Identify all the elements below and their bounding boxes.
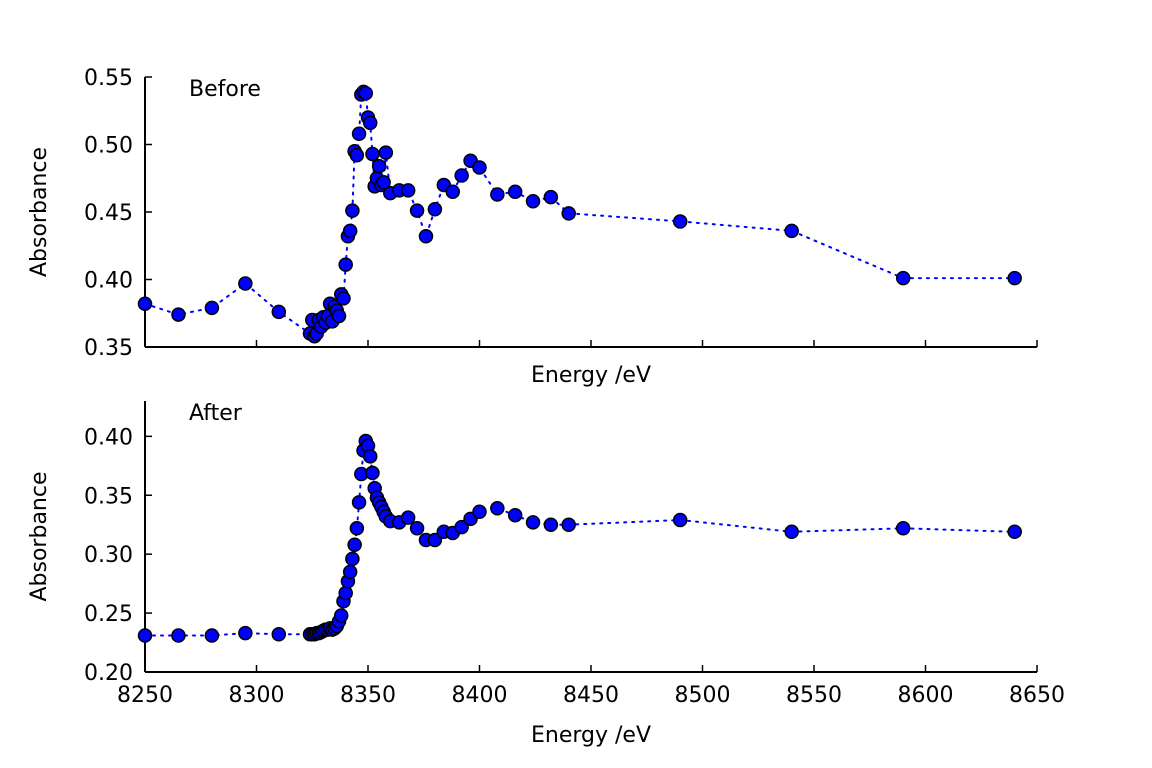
data-point [784,524,799,540]
data-point [490,187,505,202]
data-point [672,512,688,528]
y-tick-label: 0.40 [84,269,133,294]
data-point [358,85,374,101]
panel-after: 8250 8300 8350 8400 8450 8500 8550 8600 8650 0.20… [27,401,1065,748]
panel-label: After [189,401,243,426]
data-point [376,175,391,190]
x-tick-label: 8300 [229,683,285,708]
data-point [362,449,378,464]
y-axis-title: Absorbance [27,147,52,277]
x-tick-label: 8650 [1009,683,1065,708]
y-tick-label: 0.20 [84,661,133,686]
x-tick-label: 8350 [340,683,396,708]
data-point [204,300,220,316]
y-tick-label: 0.45 [84,201,133,226]
data-point [271,304,287,320]
data-point [347,537,362,552]
x-tick-label: 8500 [675,683,731,708]
data-point [171,307,186,322]
data-point [137,296,153,312]
data-point [345,551,360,567]
data-point [472,504,487,520]
data-point [351,126,367,141]
series-line [144,438,1016,637]
y-axis-title: Absorbance [27,471,52,601]
data-point [454,519,469,535]
data-point [454,168,469,183]
x-tick-label: 8250 [117,683,173,708]
data-point [338,257,353,272]
data-point [362,115,378,131]
data-point [378,145,394,160]
data-point [400,510,416,525]
data-point [1007,270,1022,286]
data-point [895,270,911,286]
data-point [672,214,688,229]
data-point [342,223,358,239]
data-point [543,189,559,205]
data-point [400,183,416,198]
data-point [507,508,523,523]
data-point [365,465,380,481]
data-point [1007,524,1022,540]
data-point [427,532,443,548]
x-tick-label: 8550 [786,683,842,708]
data-point [445,184,460,199]
x-tick-label: 8450 [563,683,619,708]
data-point [418,229,434,244]
data-point [238,276,253,291]
data-point [409,521,425,536]
y-tick-label: 0.25 [84,602,133,627]
y-tick-label: 0.35 [84,336,133,361]
data-point [561,206,576,221]
data-point [333,608,349,623]
data-point [137,628,153,643]
data-point [349,148,365,163]
data-point [784,223,799,239]
data-point [525,515,541,530]
data-point [365,146,380,162]
data-point [238,625,253,641]
data-point [525,193,541,209]
panel-label: Before [189,77,261,102]
data-point [561,517,576,532]
data-point [271,627,287,642]
data-point [342,564,358,580]
data-point [338,585,353,601]
x-tick-label: 8600 [898,683,954,708]
x-axis-title: Energy /eV [531,363,651,388]
data-point [336,291,351,306]
data-point [409,203,425,218]
panel-before: 0.35 0.40 0.45 0.50 0.55 Energy /eV Absorbance… [27,66,1038,388]
data-point [371,158,387,174]
data-point [427,202,443,217]
y-tick-label: 0.40 [84,425,133,450]
y-tick-label: 0.50 [84,134,133,159]
data-point [543,517,559,532]
y-tick-label: 0.30 [84,543,133,568]
series-line [144,90,1016,339]
data-point [171,628,186,643]
y-tick-label: 0.35 [84,484,133,509]
data-point [472,160,487,175]
y-tick-label: 0.55 [84,66,133,91]
data-point [345,203,360,218]
x-axis-title: Energy /eV [531,723,651,748]
data-point [895,521,911,536]
data-point [507,184,523,199]
x-tick-label: 8400 [452,683,508,708]
data-point [331,308,347,324]
data-point [490,500,505,516]
data-point [204,628,220,643]
data-point [351,495,367,510]
data-point [349,521,365,536]
